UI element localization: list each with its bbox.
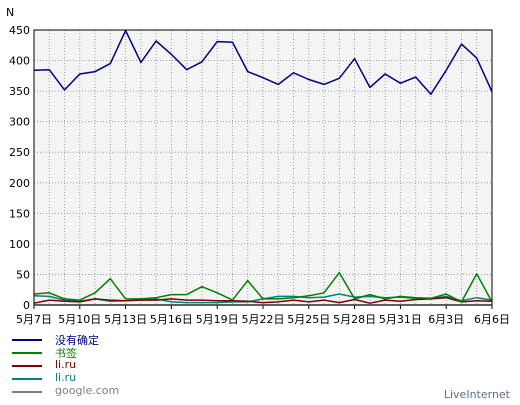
legend-label: li.ru bbox=[55, 358, 77, 371]
series-line-- bbox=[33, 271, 493, 303]
plot-background bbox=[34, 30, 492, 305]
x-tick-label: 5月31日 bbox=[379, 313, 422, 326]
x-tick-label: 5月7日 bbox=[16, 313, 52, 326]
legend-label: 书签 bbox=[55, 347, 77, 360]
legend-label: 没有确定 bbox=[55, 334, 99, 347]
y-tick-label: 350 bbox=[9, 85, 30, 98]
x-tick-label: 5月28日 bbox=[333, 313, 376, 326]
x-tick-label: 5月25日 bbox=[287, 313, 330, 326]
x-tick-label: 5月19日 bbox=[196, 313, 239, 326]
y-tick-label: 450 bbox=[9, 24, 30, 37]
y-tick-label: 200 bbox=[9, 177, 30, 190]
legend-swatch bbox=[12, 378, 42, 380]
chart-grid bbox=[34, 30, 492, 305]
watermark: LiveInternet bbox=[443, 388, 510, 401]
y-tick-label: 150 bbox=[9, 207, 30, 220]
x-tick-label: 5月16日 bbox=[150, 313, 193, 326]
y-tick-label: 250 bbox=[9, 146, 30, 159]
y-tick-label: 0 bbox=[23, 299, 30, 312]
legend-label: google.com bbox=[55, 384, 120, 397]
legend-label: li.ru bbox=[55, 371, 77, 384]
legend-swatch bbox=[12, 365, 42, 367]
x-tick-label: 6月3日 bbox=[428, 313, 464, 326]
series-line-- bbox=[33, 29, 493, 95]
y-tick-label: 50 bbox=[16, 268, 30, 281]
x-tick-label: 5月22日 bbox=[242, 313, 285, 326]
x-axis-ticks: 5月7日 5月10日 5月13日 5月16日 5月19日 5月22日 5月25日 5月28日 5… bbox=[16, 305, 510, 326]
y-tick-label: 100 bbox=[9, 238, 30, 251]
legend-swatch bbox=[12, 391, 42, 393]
legend-swatch bbox=[12, 339, 42, 341]
y-axis-ticks: 0 50 100 150 200 250 300 350 400 450 bbox=[9, 24, 30, 312]
y-axis-label: N bbox=[6, 6, 14, 19]
series-line-li-ru bbox=[33, 296, 493, 304]
legend-swatch bbox=[12, 352, 42, 354]
y-tick-label: 300 bbox=[9, 116, 30, 129]
y-tick-label: 400 bbox=[9, 55, 30, 68]
plot-frame bbox=[33, 29, 493, 306]
x-tick-label: 5月13日 bbox=[104, 313, 147, 326]
x-tick-label: 6月6日 bbox=[474, 313, 510, 326]
x-tick-label: 5月10日 bbox=[58, 313, 101, 326]
